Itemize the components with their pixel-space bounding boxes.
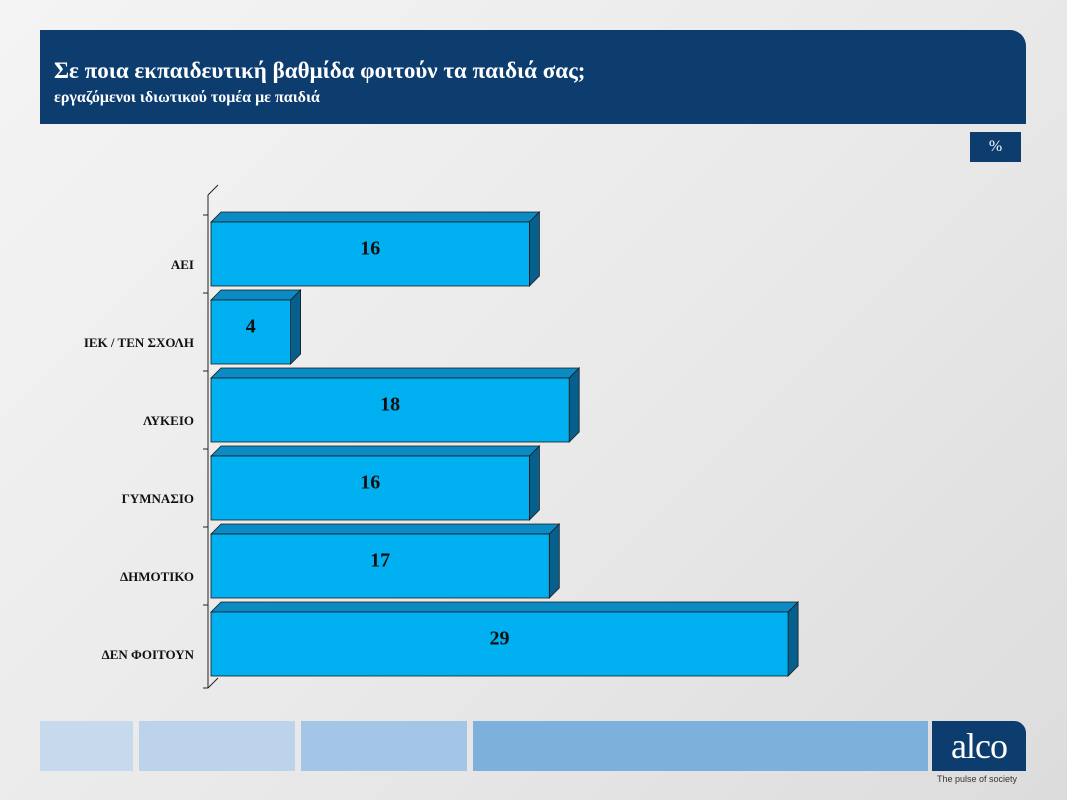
- data-label: 18: [380, 394, 400, 416]
- bar: [210, 611, 789, 677]
- bar-top-face: [210, 367, 581, 379]
- category-label: ΔΕΝ ΦΟΙΤΟΥΝ: [102, 647, 195, 662]
- data-label: 16: [360, 238, 380, 260]
- bar: [210, 377, 570, 443]
- logo-tagline: The pulse of society: [937, 774, 1018, 784]
- data-label: 17: [370, 550, 390, 572]
- bar-top-face: [210, 445, 541, 457]
- logo-text: alco: [951, 726, 1008, 766]
- bar-side-face: [529, 445, 540, 521]
- bar-side-face: [290, 289, 302, 365]
- bar: [210, 299, 291, 365]
- bar-top-face: [210, 289, 302, 301]
- category-label: ΙΕΚ / ΤΕΝ ΣΧΟΛΗ: [84, 335, 194, 350]
- bar: [210, 221, 530, 287]
- alco-logo: alco: [932, 721, 1026, 771]
- y-axis-depth-bottom: [207, 677, 219, 689]
- footer-block-3: [301, 721, 467, 771]
- header-banner: Σε ποια εκπαιδευτική βαθμίδα φοιτούν τα …: [40, 30, 1026, 124]
- footer-block-1: [40, 721, 133, 771]
- data-label: 16: [360, 472, 380, 494]
- category-label: ΛΥΚΕΙΟ: [143, 413, 194, 428]
- page-title: Σε ποια εκπαιδευτική βαθμίδα φοιτούν τα …: [54, 58, 586, 83]
- data-label: 4: [246, 316, 256, 338]
- bar-top-face: [210, 601, 800, 613]
- bar: [210, 455, 530, 521]
- category-label: ΓΥΜΝΑΣΙΟ: [122, 491, 194, 506]
- bar-top-face: [210, 211, 541, 223]
- footer-block-2: [139, 721, 295, 771]
- data-label: 29: [490, 628, 510, 650]
- category-label: ΑΕΙ: [171, 257, 194, 272]
- page-subtitle: εργαζόμενοι ιδιωτικού τομέα με παιδιά: [54, 89, 320, 106]
- bar-side-face: [568, 367, 580, 443]
- unit-badge: %: [970, 132, 1021, 162]
- bar: [210, 533, 550, 599]
- bar-side-face: [787, 601, 799, 677]
- y-axis-depth-top: [207, 184, 219, 196]
- category-label: ΔΗΜΟΤΙΚΟ: [120, 569, 194, 584]
- footer-block-4: [473, 721, 928, 771]
- bar-side-face: [529, 211, 540, 287]
- bar-top-face: [210, 523, 561, 535]
- bar-side-face: [548, 523, 560, 599]
